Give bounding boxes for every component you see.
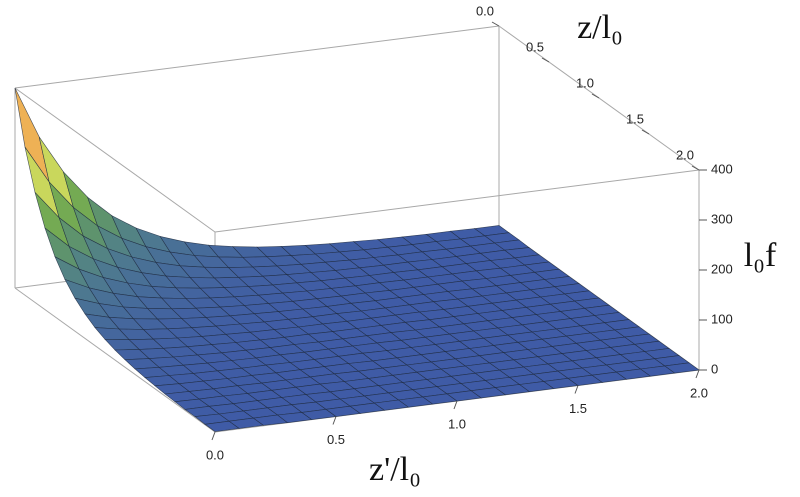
y-tick-label: 1.0 — [576, 75, 594, 90]
box-edge — [214, 169, 700, 233]
x-tick — [332, 416, 337, 425]
y-tick-label: 2.0 — [676, 147, 694, 162]
x-tick-label: 1.5 — [569, 401, 587, 416]
x-tick-label: 0.0 — [206, 447, 224, 462]
surface — [14, 87, 700, 432]
y-tick — [541, 57, 550, 63]
y-tick-label: 0.5 — [526, 39, 544, 54]
z-tick-label: 100 — [711, 311, 733, 326]
z-tick-label: 300 — [711, 211, 733, 226]
y-tick-label: 0.0 — [476, 3, 494, 18]
x-tick — [211, 431, 216, 441]
box-edge — [14, 87, 216, 233]
x-axis-label: z'/l₀ — [369, 451, 421, 488]
axes: 0.00.51.01.52.00.00.51.01.52.00100200300… — [206, 3, 733, 462]
x-tick — [453, 400, 458, 410]
z-tick-label: 200 — [711, 261, 733, 276]
y-tick — [691, 165, 700, 171]
z-tick-label: 400 — [711, 161, 733, 176]
y-tick — [591, 93, 600, 99]
box-edge — [14, 25, 500, 89]
x-tick-label: 2.0 — [690, 385, 708, 400]
x-tick-label: 1.0 — [448, 416, 466, 431]
z-tick-label: 0 — [711, 361, 718, 376]
x-tick — [695, 369, 700, 379]
y-tick-label: 1.5 — [626, 111, 644, 126]
y-axis-label: z/l₀ — [577, 9, 623, 46]
box-edge — [14, 287, 216, 433]
z-axis-label: l₀f — [744, 237, 777, 274]
y-tick — [491, 21, 500, 27]
x-tick-label: 0.5 — [327, 432, 345, 447]
x-tick — [574, 385, 579, 394]
y-tick — [641, 129, 650, 135]
